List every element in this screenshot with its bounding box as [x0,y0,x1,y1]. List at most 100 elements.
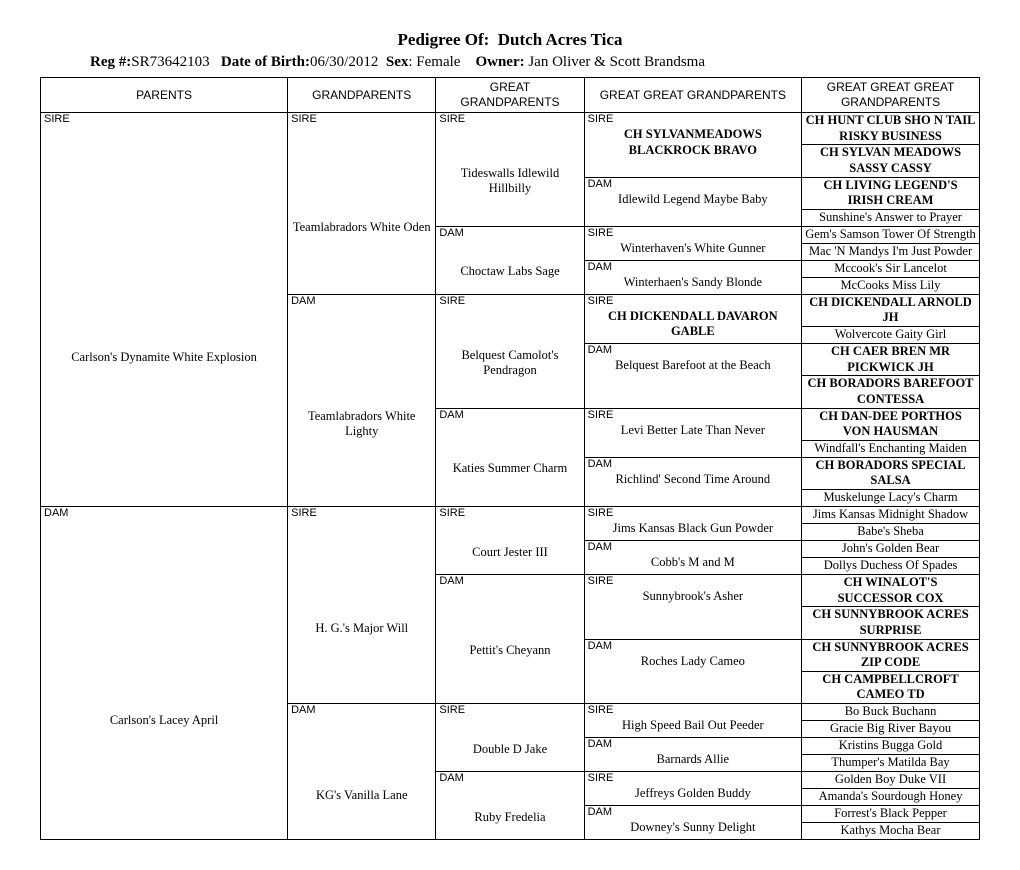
pedigree-cell: SIRESunnybrook's Asher [584,575,801,640]
pedigree-cell: Amanda's Sourdough Honey [802,789,980,806]
sire-dam-tag: SIRE [439,507,465,521]
title-prefix: Pedigree Of: [398,30,490,49]
ancestor-name: McCooks Miss Lily [805,278,976,294]
sire-dam-tag: DAM [291,704,315,718]
pedigree-cell: DAMKaties Summer Charm [436,408,584,507]
dob-value: 06/30/2012 [310,54,378,70]
sire-dam-tag: SIRE [588,113,614,127]
dog-name: Dutch Acres Tica [498,30,623,49]
pedigree-cell: DAMRichlind' Second Time Around [584,457,801,506]
pedigree-cell: SIREJeffreys Golden Buddy [584,772,801,806]
ancestor-name: Belquest Barefoot at the Beach [588,358,798,374]
pedigree-cell: Kristins Bugga Gold [802,738,980,755]
ancestor-name: Forrest's Black Pepper [805,806,976,822]
pedigree-cell: CH SUNNYBROOK ACRES ZIP CODE [802,639,980,671]
pedigree-cell: SIREDouble D Jake [436,704,584,772]
pedigree-cell: CH SYLVAN MEADOWS SASSY CASSY [802,145,980,177]
pedigree-cell: DAMPettit's Cheyann [436,575,584,704]
pedigree-cell: CH CAMPBELLCROFT CAMEO TD [802,671,980,703]
col-parents: PARENTS [41,78,288,113]
ancestor-name: KG's Vanilla Lane [291,788,432,804]
pedigree-cell: SIRECH DICKENDALL DAVARON GABLE [584,294,801,343]
sire-dam-tag: DAM [588,640,612,654]
pedigree-cell: DAM KG's Vanilla Lane [288,704,436,840]
sire-dam-tag: SIRE [44,113,70,127]
ancestor-name: Muskelunge Lacy's Charm [805,490,976,506]
pedigree-cell: Thumper's Matilda Bay [802,755,980,772]
ancestor-name: CH WINALOT'S SUCCESSOR COX [805,575,976,606]
sire-dam-tag: SIRE [439,704,465,718]
ancestor-name: Mac 'N Mandys I'm Just Powder [805,244,976,260]
ancestor-name: CH SUNNYBROOK ACRES ZIP CODE [805,640,976,671]
ancestor-name: Jims Kansas Black Gun Powder [588,521,798,537]
ancestor-name: CH CAER BREN MR PICKWICK JH [805,344,976,375]
reg-value: SR73642103 [131,54,209,70]
pedigree-cell: Dollys Duchess Of Spades [802,558,980,575]
ancestor-name: CH SYLVANMEADOWS BLACKROCK BRAVO [588,127,798,158]
ancestor-name: Barnards Allie [588,752,798,768]
ancestor-name: Gem's Samson Tower Of Strength [805,227,976,243]
pedigree-cell: DAMTeamlabradors White Lighty [288,294,436,506]
ancestor-name: CH SYLVAN MEADOWS SASSY CASSY [805,145,976,176]
pedigree-cell: DAMBelquest Barefoot at the Beach [584,344,801,409]
ancestor-name: Dollys Duchess Of Spades [805,558,976,574]
pedigree-cell: DAMWinterhaen's Sandy Blonde [584,260,801,294]
ancestor-name: Levi Better Late Than Never [588,423,798,439]
sire-dam-tag: DAM [588,261,612,275]
pedigree-cell: SIRECourt Jester III [436,507,584,575]
ancestor-name: Belquest Camolot's Pendragon [439,348,580,379]
ancestor-name: Amanda's Sourdough Honey [805,789,976,805]
sire-dam-tag: SIRE [588,772,614,786]
ancestor-name: Mccook's Sir Lancelot [805,261,976,277]
pedigree-cell: DAMBarnards Allie [584,738,801,772]
sire-dam-tag: SIRE [588,704,614,718]
pedigree-cell: Mccook's Sir Lancelot [802,260,980,277]
sire-dam-tag: SIRE [291,507,317,521]
pedigree-cell: SIRE Carlson's Dynamite White Explosion [41,113,288,507]
ancestor-name: H. G.'s Major Will [291,621,432,637]
ancestor-name: Winterhaen's Sandy Blonde [588,275,798,291]
pedigree-cell: CH WINALOT'S SUCCESSOR COX [802,575,980,607]
ancestor-name: Windfall's Enchanting Maiden [805,441,976,457]
sire-dam-tag: DAM [588,806,612,820]
header-row: PARENTS GRANDPARENTS GREAT GRANDPARENTS … [41,78,980,113]
sire-dam-tag: SIRE [588,409,614,423]
ancestor-name: Winterhaven's White Gunner [588,241,798,257]
pedigree-cell: CH HUNT CLUB SHO N TAIL RISKY BUSINESS [802,113,980,145]
sex-value: Female [416,54,460,70]
sire-dam-tag: SIRE [588,227,614,241]
ancestor-name: Ruby Fredelia [439,810,580,826]
sire-dam-tag: DAM [588,344,612,358]
sire-dam-tag: SIRE [439,113,465,127]
col-ggg: GREAT GREAT GRANDPARENTS [584,78,801,113]
pedigree-cell: Muskelunge Lacy's Charm [802,490,980,507]
sire-dam-tag: DAM [439,575,463,589]
pedigree-cell: Jims Kansas Midnight Shadow [802,507,980,524]
ancestor-name: Sunshine's Answer to Prayer [805,210,976,226]
ancestor-name: John's Golden Bear [805,541,976,557]
ancestor-name: Wolvercote Gaity Girl [805,327,976,343]
ancestor-name: Golden Boy Duke VII [805,772,976,788]
pedigree-cell: SIREBelquest Camolot's Pendragon [436,294,584,408]
page-title: Pedigree Of: Dutch Acres Tica [20,30,1000,50]
pedigree-cell: Gracie Big River Bayou [802,721,980,738]
ancestor-name: Carlson's Dynamite White Explosion [44,350,284,366]
ancestor-name: CH DAN-DEE PORTHOS VON HAUSMAN [805,409,976,440]
owner-label: Owner: [475,54,524,70]
pedigree-cell: SIREHigh Speed Bail Out Peeder [584,704,801,738]
pedigree-cell: DAMRoches Lady Cameo [584,639,801,704]
ancestor-name: Jims Kansas Midnight Shadow [805,507,976,523]
ancestor-name: Teamlabradors White Oden [291,220,432,236]
ancestor-name: CH LIVING LEGEND'S IRISH CREAM [805,178,976,209]
ancestor-name: Kathys Mocha Bear [805,823,976,839]
col-gggg: GREAT GREAT GREAT GRANDPARENTS [802,78,980,113]
ancestor-name: Kristins Bugga Gold [805,738,976,754]
pedigree-cell: Forrest's Black Pepper [802,806,980,823]
ancestor-name: Richlind' Second Time Around [588,472,798,488]
pedigree-cell: DAMChoctaw Labs Sage [436,226,584,294]
ancestor-name: Katies Summer Charm [439,461,580,477]
sire-dam-tag: SIRE [291,113,317,127]
sire-dam-tag: DAM [588,178,612,192]
pedigree-cell: SIRE H. G.'s Major Will [288,507,436,704]
pedigree-cell: SIRECH SYLVANMEADOWS BLACKROCK BRAVO [584,113,801,178]
